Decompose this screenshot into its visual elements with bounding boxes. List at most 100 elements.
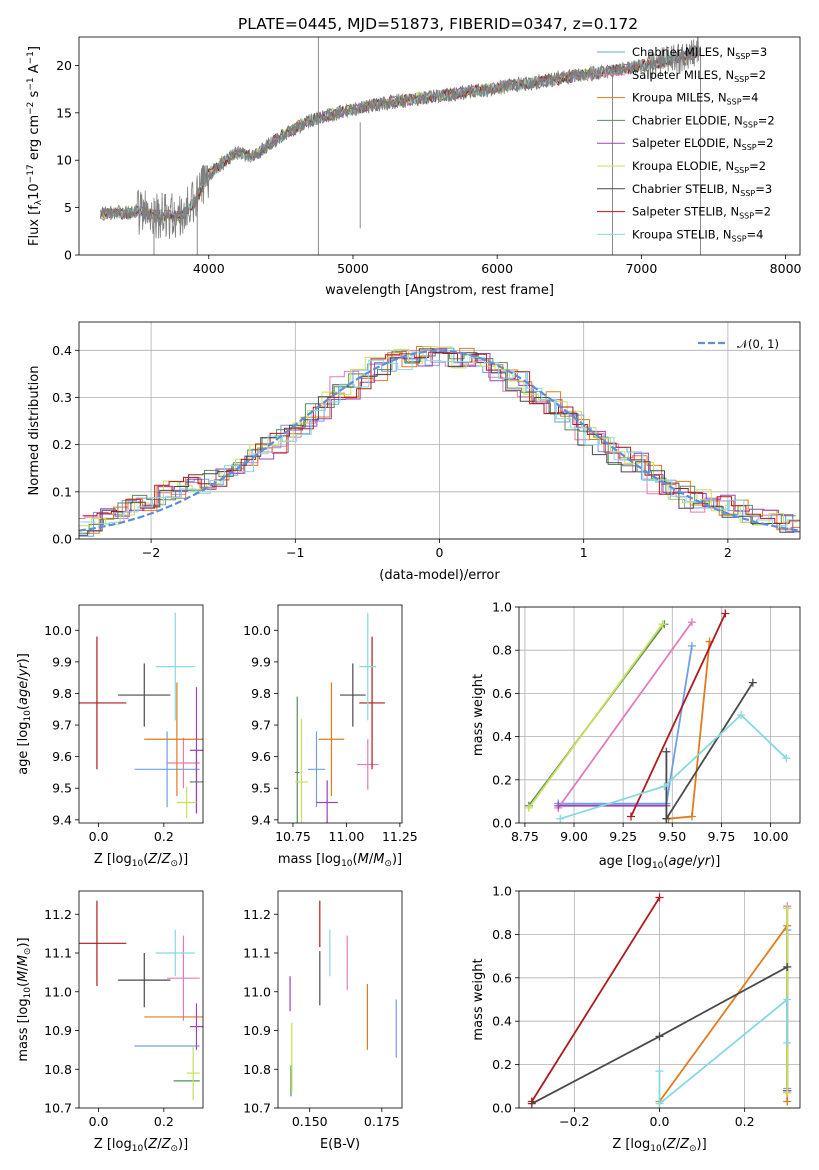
- y-tick-label: 0.2: [492, 1057, 512, 1072]
- x-tick-label: −1: [286, 545, 304, 560]
- weight-marker: [554, 801, 563, 810]
- histogram-step: [80, 351, 800, 527]
- spectrum-lines: [100, 37, 701, 255]
- weight-line: [630, 613, 727, 817]
- x-axis-label: mass [log10(M/M⊙)]: [278, 852, 402, 869]
- y-tick-label: 9.5: [52, 781, 72, 796]
- y-tick-label: 9.7: [52, 718, 72, 733]
- legend-label: Salpeter MILES, NSSP=2: [632, 68, 766, 84]
- weight-marker: [783, 1097, 792, 1106]
- y-tick-label: 10.0: [243, 623, 271, 638]
- histogram-step: [79, 351, 796, 534]
- weight-lines: [527, 893, 792, 1108]
- y-tick-label: 0.2: [52, 437, 72, 452]
- model-line: [100, 48, 699, 223]
- y-tick-label: 10.7: [243, 1101, 271, 1116]
- x-tick-label: 0.0: [89, 829, 109, 844]
- axes-frame: [78, 321, 801, 540]
- x-tick-label: 7000: [625, 261, 657, 276]
- weight-marker: [782, 754, 791, 763]
- weight-marker: [687, 812, 696, 821]
- weight-marker: [527, 1097, 536, 1106]
- y-tick-label: 0.3: [52, 390, 72, 405]
- weight-marker: [737, 711, 746, 719]
- weight-line: [528, 623, 664, 809]
- axes-frame: [518, 890, 801, 1109]
- errorbars: [79, 900, 203, 1101]
- weight-marker: [660, 782, 669, 791]
- x-tick-label: 9.75: [707, 829, 735, 844]
- x-tick-label: 0.175: [364, 1114, 400, 1129]
- y-tick-label: 9.9: [251, 654, 271, 669]
- legend: Chabrier MILES, NSSP=3 Salpeter MILES, NS…: [597, 45, 775, 243]
- y-tick-label: 0.0: [492, 1101, 512, 1116]
- errorbars: [295, 612, 385, 823]
- legend-label: Kroupa STELIB, NSSP=4: [632, 227, 763, 243]
- y-tick-label: 0.2: [492, 772, 512, 787]
- y-tick-label: 10.8: [44, 1062, 72, 1077]
- data-line: [100, 37, 700, 239]
- y-tick-label: 0.4: [492, 729, 512, 744]
- model-line: [100, 49, 699, 222]
- errorbars: [289, 900, 397, 1097]
- y-tick-label: 10.9: [44, 1023, 72, 1038]
- y-tick-label: 0.0: [492, 816, 512, 831]
- y-tick-label: 9.4: [251, 812, 271, 827]
- x-axis-label: wavelength [Angstrom, rest frame]: [325, 283, 554, 298]
- x-tick-label: −0.2: [559, 1114, 589, 1129]
- y-tick-label: 11.2: [44, 907, 72, 922]
- weight-marker: [655, 1099, 664, 1108]
- mass-vs-EBV-panel: 0.150 0.175 10.7 10.8 10.9 11.0 11.1 11.2 E(B-V): [243, 890, 403, 1152]
- x-tick-label: 0.0: [89, 1114, 109, 1129]
- weight-line: [531, 897, 661, 1102]
- x-tick-label: 11.25: [382, 829, 418, 844]
- histogram-step: [84, 346, 800, 534]
- weight-vs-Z-panel: −0.2 0.0 0.2 0.0 0.2 0.4 0.6 0.8 1.0 mass weight Z…: [471, 884, 801, 1154]
- y-tick-label: 9.6: [52, 749, 72, 764]
- axes-frame: [78, 604, 204, 824]
- y-tick-label: 5: [64, 200, 72, 215]
- x-tick-label: 9.25: [609, 829, 637, 844]
- legend-label: Chabrier ELODIE, NSSP=2: [632, 113, 775, 129]
- weight-marker: [655, 1067, 664, 1076]
- weight-marker: [783, 1088, 792, 1097]
- y-tick-label: 0.4: [492, 1014, 512, 1029]
- x-tick-label: 5000: [337, 261, 369, 276]
- weight-marker: [658, 620, 667, 629]
- y-axis-label: mass weight: [471, 958, 486, 1040]
- weight-marker: [655, 893, 664, 902]
- y-tick-label: 1.0: [492, 884, 512, 899]
- x-tick-label: 9.50: [658, 829, 686, 844]
- y-tick-label: 11.1: [44, 946, 72, 961]
- y-axis-label: mass [log10(M/M⊙)]: [16, 937, 33, 1061]
- spectrum-panel: 4000 5000 6000 7000 8000 0 5 10 15 20 wavelength […: [26, 36, 802, 298]
- y-tick-label: 10.9: [243, 1023, 271, 1038]
- x-tick-label: 4000: [193, 261, 225, 276]
- weight-marker: [783, 904, 792, 913]
- y-tick-label: 15: [56, 105, 72, 120]
- mass-vs-Z-panel: 0.0 0.2 10.7 10.8 10.9 11.0 11.1 11.2 Z [log10(Z…: [16, 890, 204, 1154]
- x-tick-label: 0: [436, 545, 444, 560]
- axes-frame: [518, 606, 801, 824]
- y-tick-label: 20: [56, 58, 72, 73]
- figure-title: PLATE=0445, MJD=51873, FIBERID=0347, z=0…: [238, 15, 638, 33]
- y-axis-label: mass weight: [471, 674, 486, 756]
- x-tick-label: 11.00: [329, 829, 365, 844]
- errorbars: [79, 612, 203, 819]
- weight-line: [665, 682, 754, 822]
- age-vs-mass-panel: 10.75 11.00 11.25 9.4 9.5 9.6 9.7 9.8 9.9 10.0 mas…: [243, 604, 418, 869]
- weight-lines: [524, 609, 791, 823]
- y-tick-label: 9.4: [52, 812, 72, 827]
- axes-frame: [277, 604, 403, 824]
- histogram-step: [82, 351, 800, 524]
- y-tick-label: 11.2: [243, 907, 271, 922]
- y-tick-label: 9.7: [251, 718, 271, 733]
- histogram-step: [79, 346, 798, 527]
- weight-marker: [687, 618, 696, 627]
- x-axis-label: Z [log10(Z/Z⊙)]: [612, 1137, 706, 1154]
- y-tick-label: 0.8: [492, 927, 512, 942]
- weight-marker: [748, 678, 757, 687]
- y-tick-label: 9.8: [251, 686, 271, 701]
- histogram-step: [79, 348, 795, 536]
